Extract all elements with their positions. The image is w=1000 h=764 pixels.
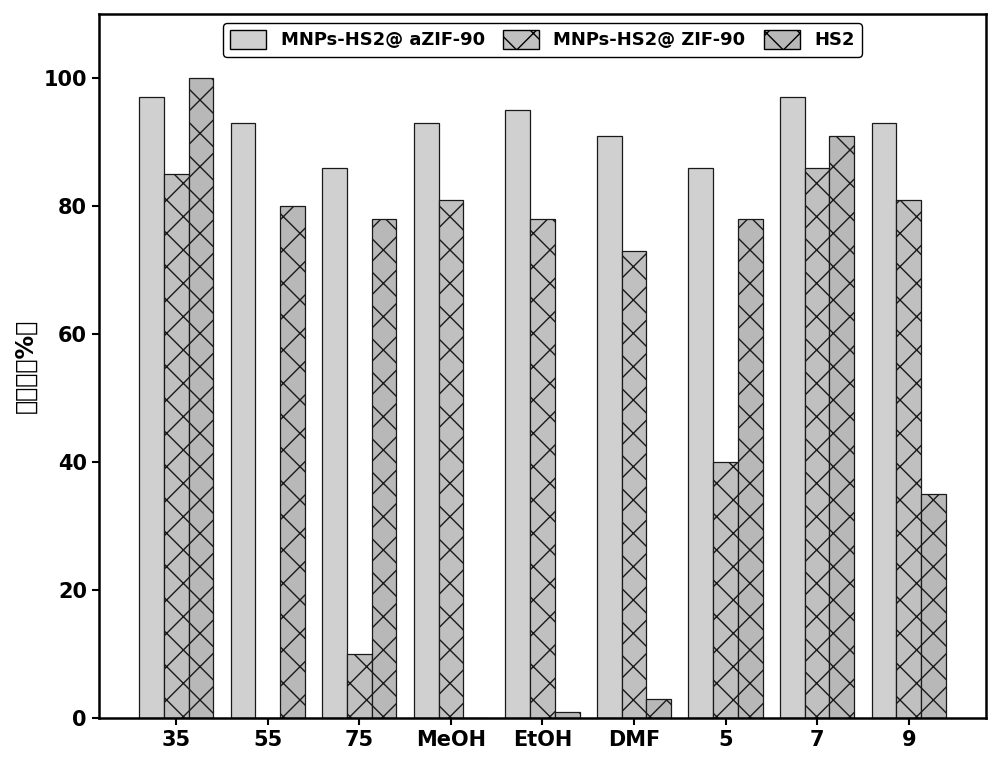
Bar	[829, 135, 854, 718]
Bar	[347, 654, 372, 718]
Bar	[139, 97, 164, 718]
Bar	[896, 199, 921, 718]
Bar	[805, 167, 829, 718]
Bar	[231, 123, 255, 718]
Bar	[280, 206, 305, 718]
Bar	[688, 167, 713, 718]
Bar	[646, 699, 671, 718]
Bar	[738, 219, 763, 718]
Y-axis label: 转化率（%）: 转化率（%）	[14, 319, 38, 413]
Bar	[622, 251, 646, 718]
Legend: MNPs-HS2@ aZIF-90, MNPs-HS2@ ZIF-90, HS2: MNPs-HS2@ aZIF-90, MNPs-HS2@ ZIF-90, HS2	[223, 23, 862, 57]
Bar	[372, 219, 396, 718]
Bar	[921, 494, 946, 718]
Bar	[597, 135, 622, 718]
Bar	[322, 167, 347, 718]
Bar	[530, 219, 555, 718]
Bar	[439, 199, 463, 718]
Bar	[414, 123, 439, 718]
Bar	[872, 123, 896, 718]
Bar	[780, 97, 805, 718]
Bar	[505, 110, 530, 718]
Bar	[713, 462, 738, 718]
Bar	[189, 78, 213, 718]
Bar	[555, 712, 580, 718]
Bar	[164, 174, 189, 718]
